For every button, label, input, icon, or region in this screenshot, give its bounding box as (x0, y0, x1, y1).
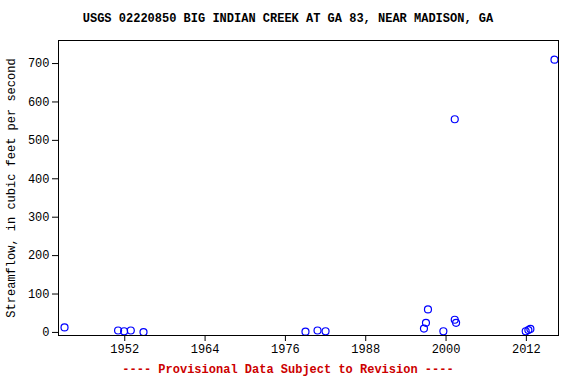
svg-text:1964: 1964 (191, 343, 220, 357)
svg-text:200: 200 (28, 249, 50, 263)
svg-text:500: 500 (28, 134, 50, 148)
svg-text:1988: 1988 (351, 343, 380, 357)
svg-text:600: 600 (28, 96, 50, 110)
svg-text:400: 400 (28, 173, 50, 187)
svg-text:700: 700 (28, 57, 50, 71)
svg-text:1952: 1952 (110, 343, 139, 357)
svg-text:1976: 1976 (271, 343, 300, 357)
svg-text:100: 100 (28, 288, 50, 302)
svg-text:0: 0 (42, 326, 49, 340)
html-text:---- Provisional Data Subject: ---- Provisional Data Subject to Revisio… (122, 363, 454, 377)
svg-text:300: 300 (28, 211, 50, 225)
html-text:USGS 02220850 BIG INDIAN CREEK: USGS 02220850 BIG INDIAN CREEK AT GA 83,… (82, 12, 494, 26)
svg-text:2000: 2000 (432, 343, 461, 357)
svg-text:Streamflow, in cubic feet per: Streamflow, in cubic feet per second (5, 58, 19, 317)
svg-text:2012: 2012 (512, 343, 541, 357)
